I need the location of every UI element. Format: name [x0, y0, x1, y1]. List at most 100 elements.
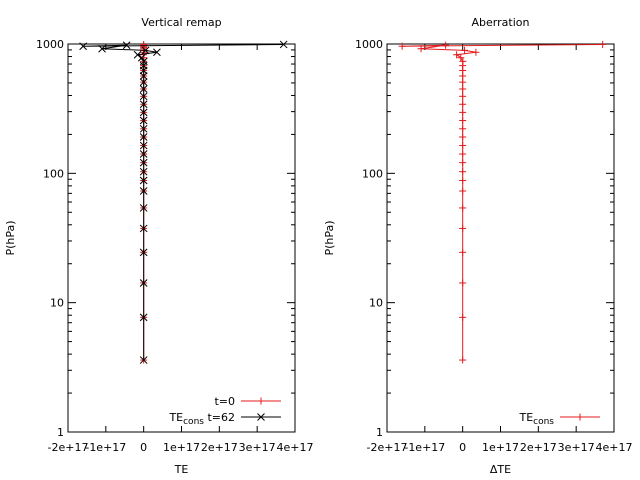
- x-tick-label: 3e+17: [239, 441, 276, 454]
- data-point: [279, 40, 288, 49]
- data-point: [139, 158, 148, 167]
- x-tick-label: 2e+17: [520, 441, 557, 454]
- data-point: [461, 46, 469, 54]
- data-point: [417, 45, 425, 53]
- data-point: [139, 78, 148, 87]
- data-point: [139, 313, 148, 322]
- data-point: [139, 248, 148, 257]
- data-point: [459, 133, 467, 141]
- y-axis-label: P(hPa): [4, 220, 17, 255]
- data-point: [472, 48, 480, 56]
- y-tick-label: 1000: [36, 38, 64, 51]
- y-tick-label: 1000: [355, 38, 383, 51]
- x-tick-label: 1e+17: [482, 441, 519, 454]
- data-point: [453, 51, 461, 59]
- data-point: [459, 313, 467, 321]
- x-tick-label: 0: [140, 441, 147, 454]
- data-point: [139, 356, 148, 364]
- data-point: [139, 72, 148, 80]
- data-point: [139, 204, 148, 212]
- x-tick-label: -1e+17: [404, 441, 445, 454]
- y-tick-label: 1: [57, 426, 64, 439]
- series-line: [83, 44, 284, 361]
- x-tick-label: 4e+17: [596, 441, 633, 454]
- legend-label-main: TE: [168, 411, 183, 424]
- x-tick-label: 1e+17: [163, 441, 200, 454]
- data-point: [459, 142, 467, 150]
- data-point: [139, 176, 148, 185]
- plot-frame: [386, 43, 615, 433]
- legend-marker: [257, 413, 265, 421]
- data-point: [459, 177, 467, 185]
- x-tick-label: 2e+17: [201, 441, 238, 454]
- data-point: [139, 85, 148, 93]
- data-point: [459, 57, 467, 65]
- data-point: [459, 92, 467, 100]
- x-tick-label: 4e+17: [277, 441, 314, 454]
- y-axis-label: P(hPa): [323, 220, 336, 255]
- legend-label-suffix: t=62: [204, 411, 235, 424]
- legend-marker: [576, 413, 584, 421]
- data-point: [442, 41, 450, 49]
- y-tick-label: 10: [369, 297, 383, 310]
- data-point: [139, 224, 148, 233]
- data-point: [459, 168, 467, 176]
- data-point: [139, 92, 148, 101]
- data-point: [459, 108, 467, 116]
- legend-label-main: TE: [518, 411, 533, 424]
- series-line: [402, 44, 603, 361]
- data-point: [139, 167, 148, 176]
- series-2: [79, 40, 288, 364]
- x-tick-label: -1e+17: [85, 441, 126, 454]
- x-tick-label: 0: [459, 441, 466, 454]
- data-point: [140, 57, 148, 66]
- data-point: [122, 41, 131, 50]
- data-point: [459, 150, 467, 158]
- y-tick-label: 10: [50, 297, 64, 310]
- data-point: [139, 124, 148, 133]
- data-point: [459, 125, 467, 133]
- data-point: [139, 100, 148, 109]
- data-point: [459, 85, 467, 93]
- data-point: [459, 187, 467, 195]
- data-point: [459, 204, 467, 212]
- data-point: [459, 100, 467, 108]
- data-point: [140, 40, 148, 48]
- legend-marker: [257, 397, 265, 405]
- data-point: [459, 117, 467, 125]
- data-point: [459, 159, 467, 167]
- chart-title: Vertical remap: [141, 16, 221, 29]
- data-point: [459, 248, 467, 256]
- data-point: [139, 141, 148, 150]
- legend-label-subscript: cons: [533, 417, 554, 427]
- legend-label-subscript: cons: [183, 417, 204, 427]
- data-point: [457, 54, 465, 62]
- data-point: [79, 42, 87, 51]
- x-tick-label: -2e+17: [48, 441, 89, 454]
- data-point: [459, 356, 467, 364]
- chart-title: Aberration: [472, 16, 530, 29]
- x-axis-label: TE: [174, 463, 189, 476]
- legend-label: TEcons: [518, 411, 554, 427]
- data-point: [459, 224, 467, 232]
- x-tick-label: 3e+17: [558, 441, 595, 454]
- y-tick-label: 100: [362, 167, 383, 180]
- data-point: [599, 40, 607, 48]
- data-point: [459, 279, 467, 287]
- data-point: [139, 116, 148, 125]
- data-point: [139, 133, 148, 141]
- y-tick-label: 100: [43, 167, 64, 180]
- x-tick-label: -2e+17: [367, 441, 408, 454]
- data-point: [139, 150, 148, 158]
- data-point: [137, 53, 146, 62]
- data-point: [141, 46, 150, 55]
- data-point: [459, 78, 467, 86]
- data-point: [139, 108, 148, 117]
- legend-label: t=0: [214, 395, 235, 408]
- legend-label: TEcons t=62: [168, 411, 235, 427]
- x-axis-label: ΔTE: [490, 463, 511, 476]
- plot-frame: [67, 43, 296, 433]
- data-point: [139, 187, 148, 195]
- legend: t=0 TEcons t=62: [168, 395, 281, 427]
